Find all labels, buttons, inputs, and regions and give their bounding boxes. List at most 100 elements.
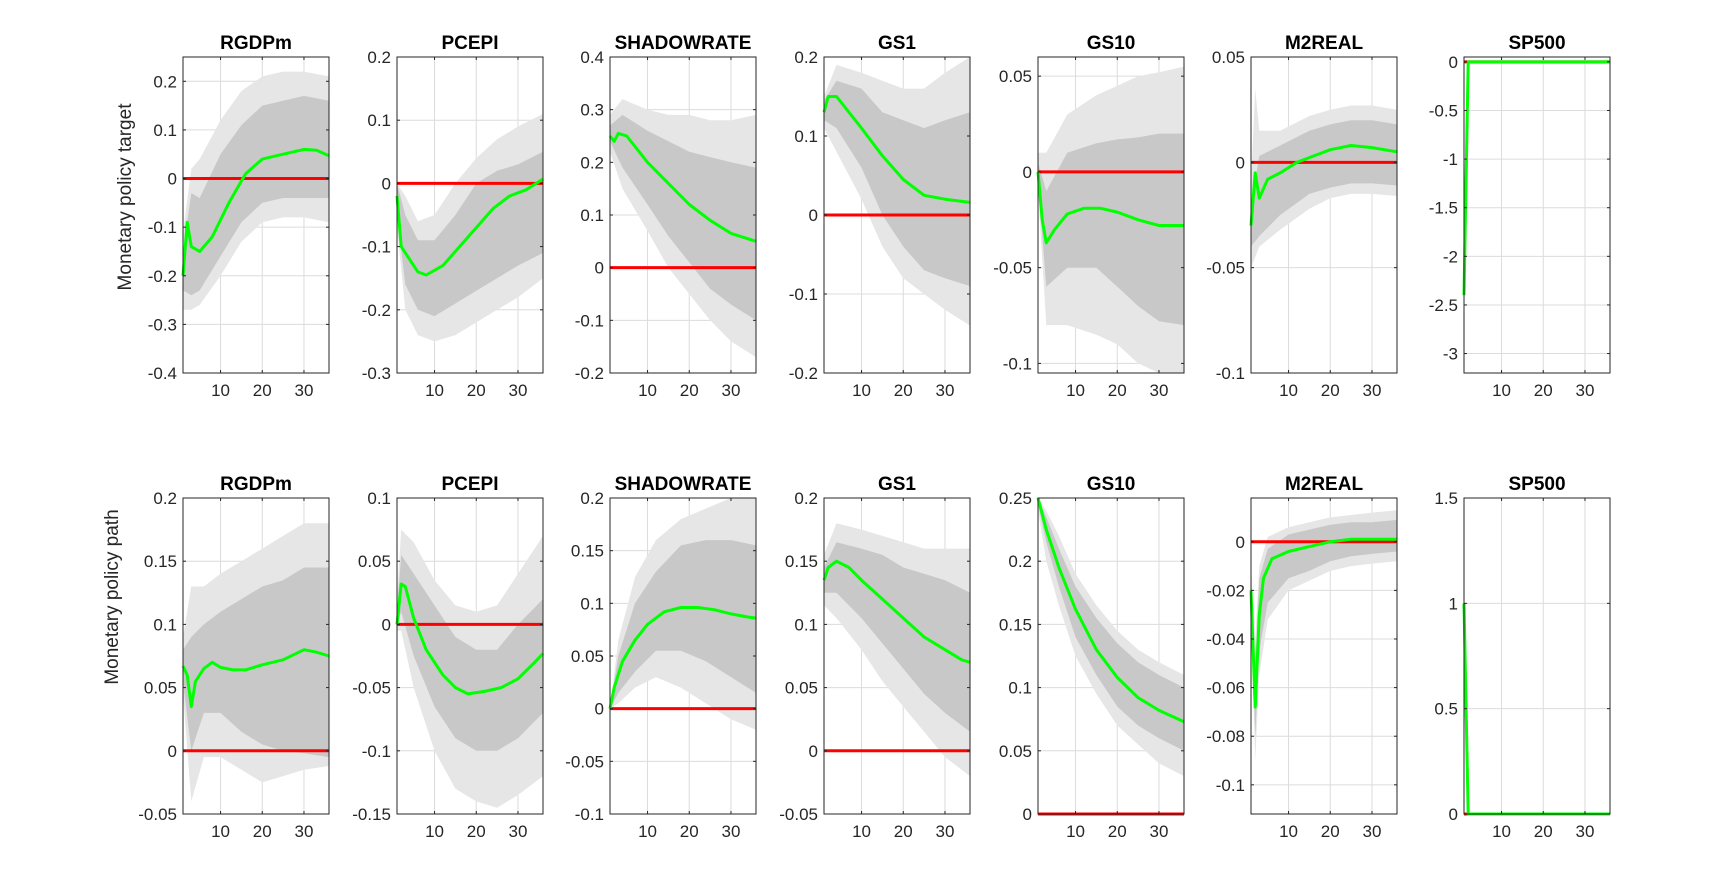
- panel-r2-shadowrate: 10 20 30 -0.1 -0.05 0 0.05 0.1 0.15 0.2 SHADOWRATE: [565, 474, 757, 841]
- panel-r2-shadowrate-ytick-label-6: 0.2: [580, 489, 604, 508]
- panel-r1-m2real-inner-band: [1251, 120, 1397, 247]
- panel-r2-rgdpm-frame: [182, 497, 330, 815]
- panel-r1-rgdpm-xtick-label-1: 20: [253, 381, 272, 400]
- panel-r1-gs10-xtick-label-1: 20: [1108, 381, 1127, 400]
- panel-r2-rgdpm-xtick-label-1: 20: [253, 822, 272, 841]
- panel-r2-shadowrate-median-line: [608, 606, 757, 709]
- panel-r2-gs1-ytick-label-2: 0.05: [785, 679, 818, 698]
- panel-r2-shadowrate-ytick-label-0: -0.1: [575, 805, 604, 824]
- panel-r1-m2real: 10 20 30 -0.1 -0.05 0 0.05 M2REAL: [1206, 33, 1398, 400]
- panel-r1-rgdpm-ytick-label-5: 0.1: [153, 121, 177, 140]
- panel-r1-sp500-background: [1464, 57, 1610, 373]
- panel-r1-rgdpm-inner-band: [183, 95, 329, 296]
- panel-r2-rgdpm-ytick-label-1: 0: [168, 742, 177, 761]
- panel-r1-shadowrate-ytick-label-1: -0.1: [575, 311, 604, 330]
- panel-r1-sp500-ytick-label-0: -3: [1443, 345, 1458, 364]
- panel-r2-rgdpm-title: RGDPm: [220, 474, 292, 495]
- panel-r1-pcepi-median-line: [395, 177, 544, 277]
- panel-r1-shadowrate-xtick-label-1: 20: [680, 381, 699, 400]
- panel-r2-shadowrate-xtick-label-2: 30: [722, 822, 741, 841]
- panel-r2-m2real-ytick-label-0: -0.1: [1216, 776, 1245, 795]
- panel-r1-gs1-ytick-label-1: -0.1: [789, 285, 818, 304]
- panel-r1-gs10-ytick-label-1: -0.05: [993, 259, 1032, 278]
- panel-r1-gs1-ytick-label-4: 0.2: [794, 48, 818, 67]
- panel-r1-shadowrate-ytick-label-5: 0.3: [580, 101, 604, 120]
- panel-r2-rgdpm-ytick-label-4: 0.15: [144, 552, 177, 571]
- panel-r1-sp500-ytick-label-6: 0: [1449, 53, 1458, 72]
- panel-r2-pcepi-ytick-label-1: -0.1: [362, 742, 391, 761]
- panel-r1-shadowrate-ytick-label-0: -0.2: [575, 364, 604, 383]
- panel-r1-shadowrate-xtick-label-0: 10: [638, 381, 657, 400]
- panel-r1-pcepi-frame: [396, 56, 544, 374]
- panel-r2-gs10-frame: [1037, 497, 1185, 815]
- panel-r1-sp500-median-line: [1462, 60, 1610, 296]
- panel-r2-rgdpm-ytick-label-5: 0.2: [153, 489, 177, 508]
- panel-r1-shadowrate: 10 20 30 -0.2 -0.1 0 0.1 0.2 0.3 0.4 SHADOWRATE: [575, 33, 757, 400]
- panel-r2-sp500-ytick-label-1: 0.5: [1434, 700, 1458, 719]
- panel-r1-m2real-ytick-label-0: -0.1: [1216, 364, 1245, 383]
- panel-r2-gs1-median-line: [822, 559, 971, 664]
- panel-r2-gs10-median-line: [1036, 497, 1185, 724]
- panel-r2-sp500-ytick-label-2: 1: [1449, 594, 1458, 613]
- panel-r1-gs1-xtick-label-2: 30: [936, 381, 955, 400]
- panel-r2-gs10-title: GS10: [1087, 474, 1136, 495]
- panel-r2-rgdpm-ytick-label-2: 0.05: [144, 679, 177, 698]
- panel-r2-gs1-ytick-label-0: -0.05: [779, 805, 818, 824]
- panel-r2-pcepi-ytick-label-2: -0.05: [352, 679, 391, 698]
- panel-r2-shadowrate-xtick-label-1: 20: [680, 822, 699, 841]
- panel-r2-pcepi-xtick-label-2: 30: [509, 822, 528, 841]
- panel-r2-sp500-xtick-label-1: 20: [1534, 822, 1553, 841]
- panel-r2-rgdpm-median-line: [181, 648, 330, 709]
- panel-r1-gs10-ytick-label-0: -0.1: [1003, 354, 1032, 373]
- panel-r1-m2real-median-line: [1249, 144, 1398, 226]
- panel-r2-shadowrate-ytick-label-1: -0.05: [565, 752, 604, 771]
- panel-r2-gs10-xtick-label-1: 20: [1108, 822, 1127, 841]
- panel-r2-gs1-ytick-label-5: 0.2: [794, 489, 818, 508]
- panel-r1-gs1-ytick-label-0: -0.2: [789, 364, 818, 383]
- panel-r2-pcepi-xtick-label-1: 20: [467, 822, 486, 841]
- panel-r1-rgdpm-title: RGDPm: [220, 33, 292, 54]
- panel-r2-gs1-xtick-label-0: 10: [852, 822, 871, 841]
- panel-r1-gs1-median-line: [822, 95, 971, 204]
- panel-r2-shadowrate-ytick-label-5: 0.15: [571, 542, 604, 561]
- panel-r2-gs1-ytick-label-3: 0.1: [794, 615, 818, 634]
- panel-r2-gs10-ytick-label-5: 0.25: [999, 489, 1032, 508]
- panel-r1-gs10-xtick-label-0: 10: [1066, 381, 1085, 400]
- panel-r2-m2real-title: M2REAL: [1285, 474, 1364, 495]
- panel-r2-sp500-background: [1464, 498, 1610, 814]
- panel-r2-gs1-ytick-label-4: 0.15: [785, 552, 818, 571]
- panel-r2-rgdpm-ytick-label-3: 0.1: [153, 615, 177, 634]
- panel-r2-m2real-inner-band: [1251, 519, 1397, 737]
- panel-r2-sp500-frame: [1463, 497, 1611, 815]
- panel-r2-m2real-ytick-label-2: -0.06: [1206, 679, 1245, 698]
- panel-r1-gs1-ytick-label-2: 0: [809, 206, 818, 225]
- panel-r1-sp500-ytick-label-5: -0.5: [1429, 101, 1458, 120]
- panel-r2-rgdpm-ytick-label-0: -0.05: [138, 805, 177, 824]
- panel-r2-gs1-title: GS1: [878, 474, 916, 495]
- panel-r1-rgdpm-ytick-label-0: -0.4: [148, 364, 177, 383]
- panel-r1-pcepi-ytick-label-4: 0.1: [367, 111, 391, 130]
- panel-r1-shadowrate-title: SHADOWRATE: [615, 33, 752, 54]
- panel-r2-shadowrate-xtick-label-0: 10: [638, 822, 657, 841]
- panel-r1-gs10-xtick-label-2: 30: [1150, 381, 1169, 400]
- panel-r1-pcepi-ytick-label-2: -0.1: [362, 238, 391, 257]
- panel-r2-gs10-inner-band: [1038, 498, 1184, 751]
- panel-r1-rgdpm-xtick-label-0: 10: [211, 381, 230, 400]
- panel-r2-gs10-ytick-label-2: 0.1: [1008, 679, 1032, 698]
- panel-r1-gs1-ytick-label-3: 0.1: [794, 127, 818, 146]
- panel-r2-rgdpm: 10 20 30 -0.05 0 0.05 0.1 0.15 0.2 RGDPm: [138, 474, 330, 841]
- panel-r1-m2real-ytick-label-3: 0.05: [1212, 48, 1245, 67]
- panel-r1-sp500: 10 20 30 -3 -2.5 -2 -1.5 -1 -0.5 0 SP500: [1429, 33, 1611, 400]
- panel-r2-shadowrate-ytick-label-3: 0.05: [571, 647, 604, 666]
- panel-r1-shadowrate-ytick-label-2: 0: [595, 259, 604, 278]
- panel-r1-rgdpm-xtick-label-2: 30: [295, 381, 314, 400]
- panel-r2-m2real-xtick-label-0: 10: [1279, 822, 1298, 841]
- panel-r1-gs1: 10 20 30 -0.2 -0.1 0 0.1 0.2 GS1: [789, 33, 971, 400]
- panel-r1-sp500-xtick-label-2: 30: [1576, 381, 1595, 400]
- panel-r2-pcepi-ytick-label-0: -0.15: [352, 805, 391, 824]
- panel-r1-sp500-ytick-label-3: -1.5: [1429, 199, 1458, 218]
- panel-r1-rgdpm: 10 20 30 -0.4 -0.3 -0.2 -0.1 0 0.1 0.2 RGDPm: [148, 33, 330, 400]
- panel-r2-gs1-xtick-label-1: 20: [894, 822, 913, 841]
- panel-r1-pcepi-xtick-label-1: 20: [467, 381, 486, 400]
